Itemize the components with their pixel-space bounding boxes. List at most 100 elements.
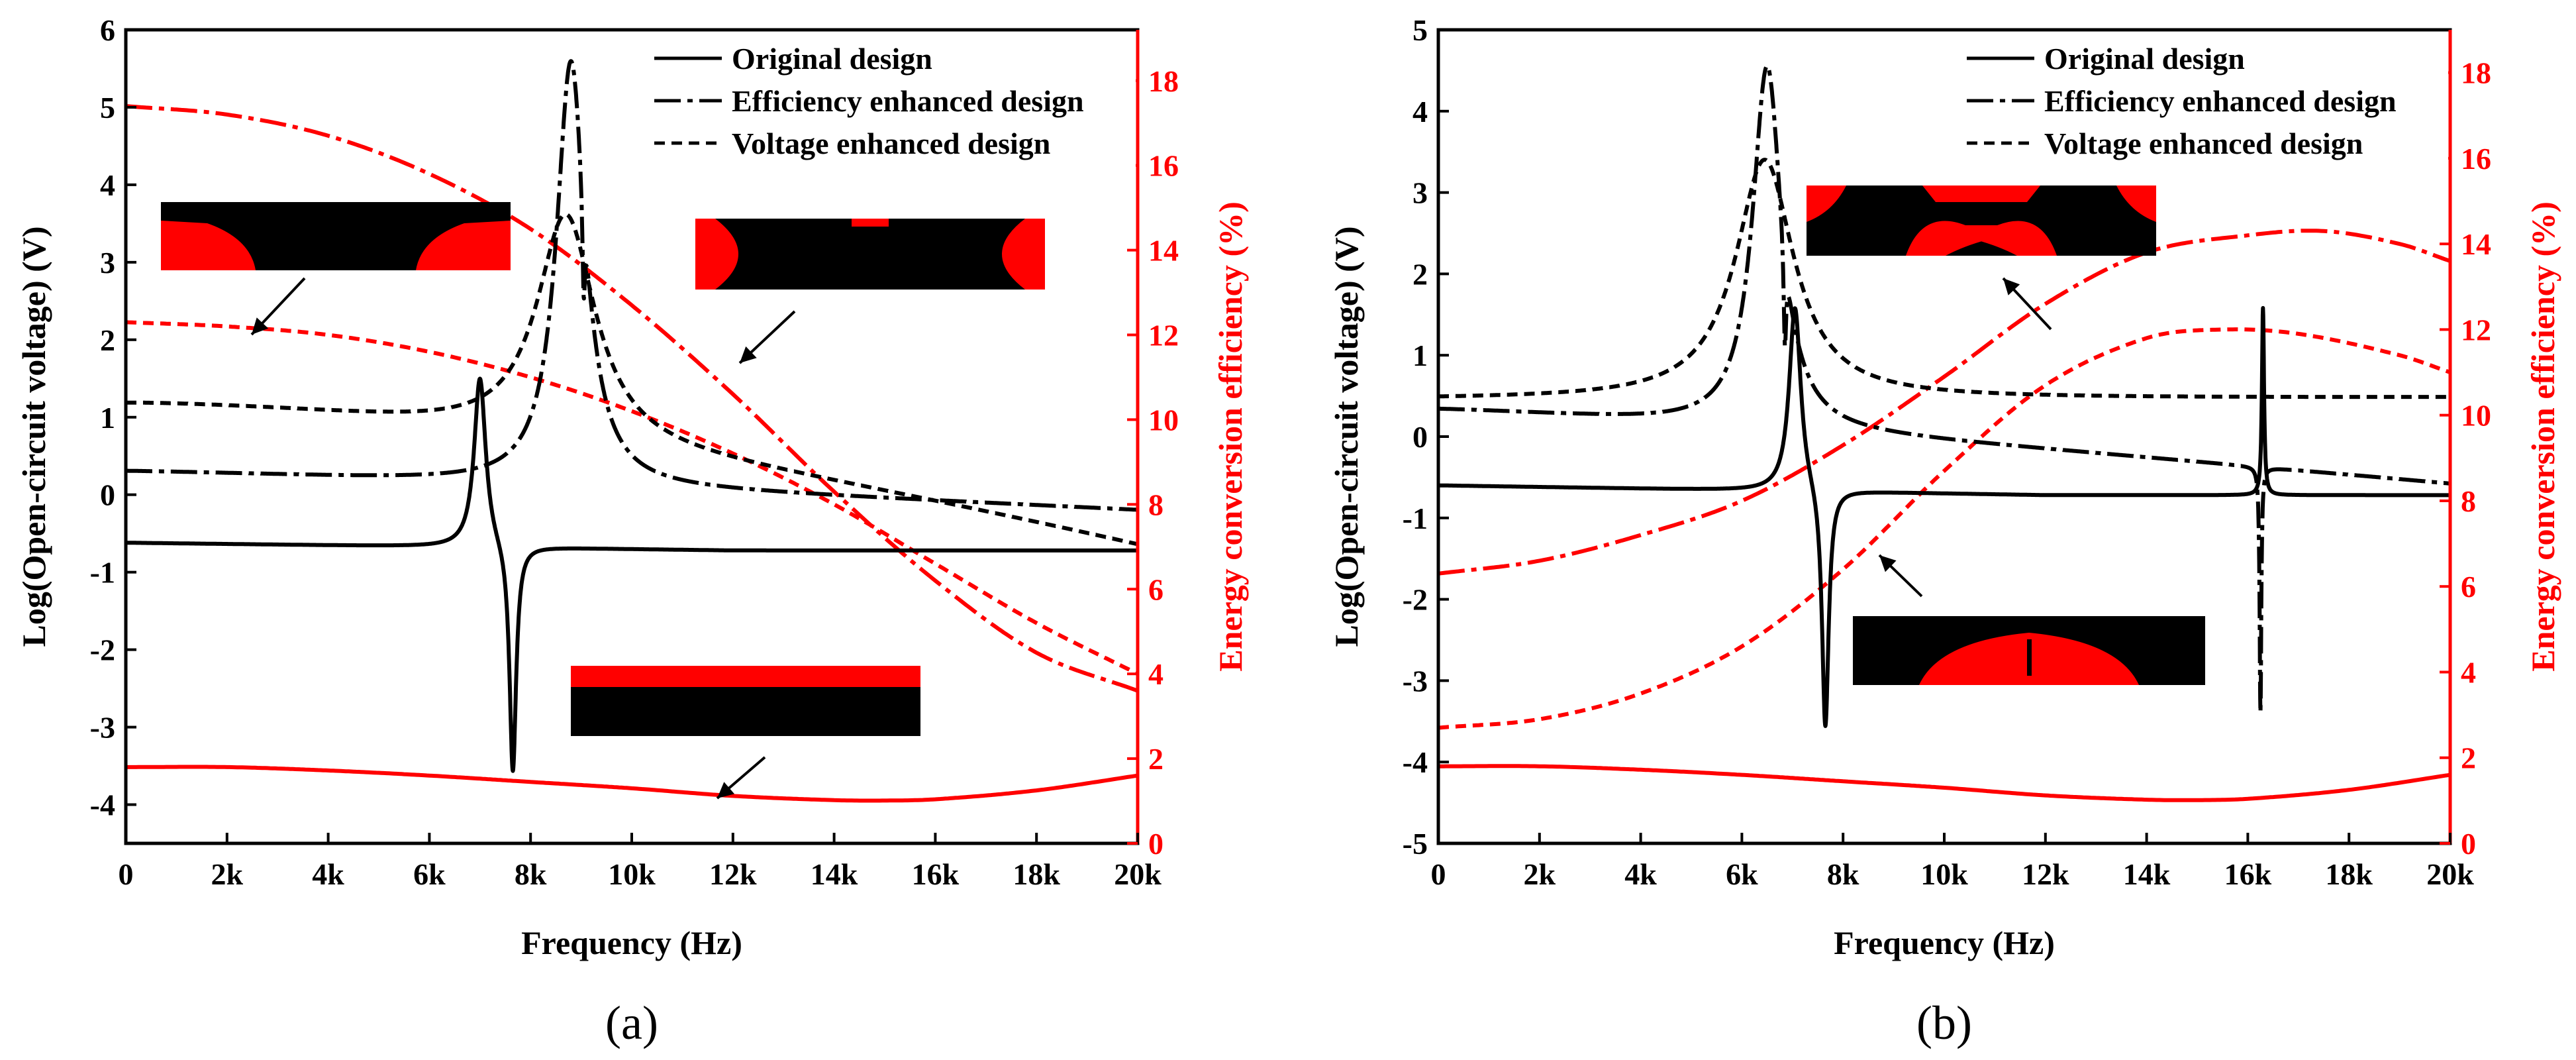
panel-a-ytick-right-label: 12 [1148, 319, 1179, 352]
panel-a-ytick-right-label: 0 [1148, 827, 1164, 861]
panel-a-ytick-right-label: 16 [1148, 149, 1179, 183]
panel-b-voltage-efficiency-line [1438, 64, 2450, 715]
panel-b-xtick-label: 8k [1827, 857, 1859, 891]
panel-a-ytick-left-label: 5 [100, 91, 115, 125]
panel-a-efficiency-original-line [126, 765, 1138, 803]
panel-b-inset-2 [1853, 554, 2205, 685]
panel-b-efficiency-efficiency-line [1438, 229, 2450, 576]
panel-a-xtick-label: 8k [515, 857, 547, 891]
panel-a-xtick-label: 6k [413, 857, 446, 891]
panel-a-efficiency-efficiency-line [126, 104, 1138, 693]
panel-b-curves [1438, 64, 2450, 802]
panel-b-inset-1-material-4 [2116, 186, 2156, 222]
panel-b-ytick-left-label: -5 [1403, 827, 1428, 861]
panel-a-right-axis-label: Energy conversion efficiency (%) [1212, 201, 1249, 672]
panel-b-xtick-label: 18k [2325, 857, 2373, 891]
panel-b-inset-1-arrow-head [2003, 278, 2020, 295]
panel-a-xtick-label: 20k [1114, 857, 1162, 891]
panel-a-ytick-left-label: -2 [90, 633, 115, 667]
panel-b-xtick-label: 0 [1431, 857, 1446, 891]
panel-b-inset-2-notch [2027, 639, 2032, 676]
panel-b-x-axis-label: Frequency (Hz) [1834, 924, 2055, 961]
panel-a-inset-2-material-1 [695, 219, 738, 290]
panel-b-inset-1 [1807, 186, 2156, 331]
panel-b-xtick-label: 4k [1624, 857, 1657, 891]
panel-b-legend-box [1961, 32, 2448, 168]
panel-b-ytick-right-label: 2 [2461, 741, 2476, 775]
panel-b-inset-1-material-2 [1922, 186, 2040, 202]
panel-a-inset-3 [571, 666, 920, 800]
panel-b-ytick-right-label: 10 [2461, 399, 2491, 433]
panel-b-right-axis-label: Energy conversion efficiency (%) [2524, 201, 2561, 672]
panel-b-ytick-left-label: 1 [1412, 339, 1428, 372]
panel-b-xtick-label: 12k [2022, 857, 2069, 891]
panel-a-legend: Original design Efficiency enhanced desi… [649, 32, 1136, 168]
panel-b-ytick-right-label: 14 [2461, 227, 2491, 261]
panel-b-inset-2-arrow-head [1879, 555, 1897, 572]
panel-a-ytick-right-label: 18 [1148, 64, 1179, 98]
panel-a-voltage-efficiency-line [126, 59, 1138, 512]
panel-a-xtick-label: 12k [709, 857, 757, 891]
panel-b-inset-1-material-3 [1807, 186, 1846, 222]
panel-a-ytick-left-label: 6 [100, 13, 115, 47]
panel-a-inset-1-arrow-head [252, 317, 269, 335]
panel-a-legend-box [649, 32, 1136, 168]
panel-b-ytick-left-label: 4 [1412, 95, 1428, 129]
panel-b-ytick-right-label: 8 [2461, 484, 2476, 518]
panel-b-xtick-label: 14k [2123, 857, 2171, 891]
panel-b-xtick-label: 16k [2224, 857, 2272, 891]
panel-a-ytick-left-label: 1 [100, 401, 115, 435]
panel-b-ytick-right-label: 16 [2461, 142, 2491, 176]
panel-b-xtick-label: 10k [1920, 857, 1968, 891]
panel-a-inset-3-arrow-head [717, 782, 735, 798]
panel-b-voltage-original-line [1438, 305, 2450, 728]
panel-b: 0 2k 4k 6k 8k 10k 12k 14k 16k 18k 20k-5-4-3-2-1012… [1328, 13, 2561, 1049]
panel-a-ytick-left-label: -1 [90, 556, 115, 590]
panel-a: 0 2k 4k 6k 8k 10k 12k 14k 16k 18k 20k-4-3-2-101234… [15, 13, 1249, 1049]
panel-b-ytick-left-label: 3 [1412, 176, 1428, 210]
panel-a-ytick-left-label: 3 [100, 246, 115, 280]
panel-b-ytick-left-label: -3 [1403, 664, 1428, 698]
panel-a-xtick-label: 18k [1013, 857, 1060, 891]
panel-a-xtick-label: 4k [312, 857, 344, 891]
panel-b-xtick-label: 6k [1726, 857, 1758, 891]
panel-a-xtick-label: 2k [211, 857, 244, 891]
panel-b-insets [1807, 186, 2205, 685]
panel-a-inset-2 [695, 219, 1045, 364]
panel-b-ytick-left-label: 5 [1412, 13, 1428, 47]
panel-a-inset-1 [161, 202, 511, 336]
panel-a-ytick-left-label: -3 [90, 711, 115, 745]
panel-a-xtick-label: 10k [608, 857, 656, 891]
panel-a-x-axis-label: Frequency (Hz) [521, 924, 742, 961]
panel-a-inset-2-arrow-head [740, 346, 757, 363]
panel-a-ytick-right-label: 8 [1148, 488, 1164, 521]
panel-a-inset-2-background [695, 219, 1045, 290]
panel-a-ytick-left-label: 4 [100, 168, 115, 202]
panel-a-ticks: 0 2k 4k 6k 8k 10k 12k 14k 16k 18k 20k-4-3-2-101234… [90, 13, 1179, 891]
panel-a-ytick-right-label: 4 [1148, 657, 1164, 691]
panel-a-efficiency-voltage-line [126, 320, 1138, 676]
panel-a-caption: (a) [605, 996, 658, 1049]
panel-a-curves [126, 59, 1138, 803]
panel-a-legend-voltage: Voltage enhanced design [732, 127, 1050, 160]
panel-b-xtick-label: 20k [2426, 857, 2474, 891]
panel-a-ytick-left-label: -4 [90, 788, 115, 822]
panel-b-xtick-label: 2k [1524, 857, 1556, 891]
panel-b-ytick-left-label: -1 [1403, 502, 1428, 535]
panel-b-ytick-right-label: 0 [2461, 827, 2476, 861]
panel-a-inset-1-material-1 [161, 221, 256, 270]
panel-a-voltage-original-line [126, 376, 1138, 773]
panel-a-inset-2-material-2 [1002, 219, 1045, 290]
panel-b-ytick-right-label: 4 [2461, 655, 2476, 689]
panel-a-ytick-left-label: 0 [100, 478, 115, 512]
panel-b-efficiency-original-line [1438, 764, 2450, 802]
panel-a-ytick-right-label: 6 [1148, 572, 1164, 606]
panel-a-ytick-right-label: 14 [1148, 234, 1179, 268]
panel-a-insets [161, 202, 1045, 800]
panel-b-ytick-left-label: 0 [1412, 420, 1428, 454]
panel-a-legend-efficiency: Efficiency enhanced design [732, 84, 1084, 118]
panel-b-legend-efficiency: Efficiency enhanced design [2044, 84, 2397, 118]
panel-b-ytick-right-label: 12 [2461, 313, 2491, 346]
panel-a-inset-3-material-1 [571, 666, 920, 687]
